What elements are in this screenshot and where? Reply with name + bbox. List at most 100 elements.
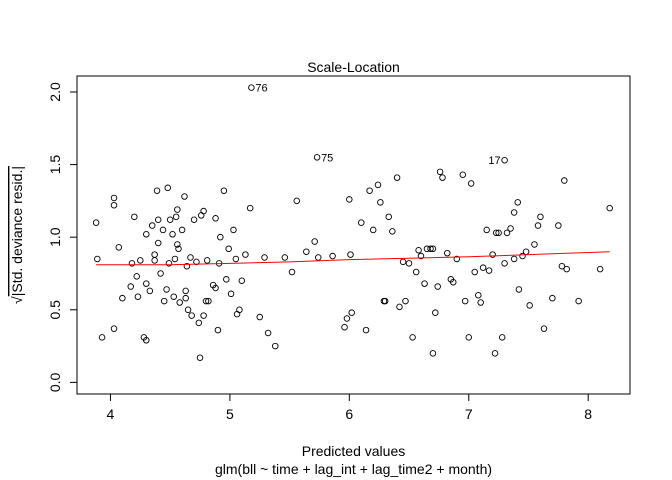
- data-point: [503, 229, 511, 237]
- data-point: [200, 207, 207, 215]
- data-point: [417, 252, 425, 260]
- data-point: [159, 226, 167, 234]
- data-point: [190, 216, 198, 224]
- data-point: [261, 254, 268, 261]
- data-point: [232, 255, 240, 263]
- y-tick-label: 0.5: [47, 300, 63, 320]
- data-point: [485, 267, 493, 274]
- data-point: [415, 246, 422, 254]
- data-point: [143, 337, 150, 344]
- data-point: [471, 268, 478, 276]
- data-point: [110, 194, 118, 202]
- data-point: [193, 258, 200, 266]
- data-point: [537, 213, 544, 221]
- data-point: [175, 245, 182, 253]
- data-point: [110, 201, 118, 209]
- plot-frame: [76, 75, 631, 395]
- data-point: [92, 219, 100, 226]
- y-axis-label: √|Std. deviance resid.|: [9, 166, 25, 304]
- data-point: [178, 226, 186, 234]
- data-point: [492, 229, 500, 237]
- data-point: [555, 222, 562, 229]
- data-point: [459, 171, 467, 178]
- data-point: [343, 315, 351, 322]
- data-point: [230, 226, 237, 234]
- data-point: [143, 231, 150, 238]
- data-point: [427, 245, 434, 253]
- data-point: [119, 294, 126, 302]
- data-point: [522, 248, 530, 255]
- data-point: [432, 309, 439, 316]
- data-point: [534, 222, 542, 229]
- data-point: [163, 286, 170, 293]
- data-point: [212, 284, 219, 292]
- data-point: [561, 177, 568, 184]
- data-point: [483, 226, 490, 234]
- data-point: [151, 251, 158, 258]
- smooth-line: [96, 251, 610, 266]
- data-point: [510, 255, 518, 263]
- data-point: [467, 180, 475, 187]
- x-tick-label: 5: [226, 406, 234, 422]
- data-point: [134, 293, 142, 300]
- data-point: [143, 280, 150, 287]
- data-point: [148, 222, 156, 229]
- data-point: [366, 187, 373, 194]
- x-axis-label: Predicted values: [302, 443, 406, 459]
- chart-title: Scale-Location: [307, 59, 400, 75]
- data-point: [514, 199, 521, 206]
- data-point: [374, 181, 382, 189]
- data-point: [196, 354, 204, 361]
- data-point: [246, 204, 254, 212]
- data-point: [170, 293, 177, 300]
- data-point: [182, 287, 189, 295]
- data-point: [303, 248, 310, 255]
- data-point: [137, 257, 144, 264]
- data-point: [203, 257, 211, 264]
- data-point: [526, 302, 533, 309]
- y-tick-label: 2.0: [47, 82, 63, 102]
- data-point: [169, 231, 176, 238]
- data-point: [436, 168, 444, 176]
- data-point: [465, 334, 473, 341]
- data-point: [477, 299, 484, 306]
- data-point: [187, 254, 194, 261]
- data-point: [157, 270, 164, 277]
- y-axis: 0.0 0.5 1.0 1.5 2.0: [47, 82, 77, 392]
- data-point: [133, 273, 140, 280]
- data-point: [429, 350, 437, 357]
- data-point: [174, 206, 181, 213]
- x-tick-label: 8: [584, 406, 592, 422]
- point-label: 17: [488, 155, 500, 167]
- data-point: [596, 265, 604, 273]
- data-point: [347, 251, 354, 258]
- data-point: [519, 252, 526, 260]
- data-point: [563, 265, 570, 273]
- data-point: [164, 184, 172, 192]
- data-point: [409, 334, 416, 341]
- data-point: [475, 292, 482, 299]
- data-point: [214, 326, 222, 334]
- data-point: [412, 268, 420, 276]
- data-point: [293, 197, 301, 205]
- data-point: [146, 287, 154, 295]
- data-point: [188, 312, 195, 319]
- data-point: [444, 249, 451, 257]
- data-point: [200, 312, 207, 319]
- point-labels: 76 75 17: [255, 83, 500, 168]
- data-point: [281, 254, 289, 261]
- data-point: [183, 262, 191, 270]
- data-point: [315, 254, 322, 261]
- data-point: [165, 260, 173, 267]
- data-point: [248, 84, 255, 91]
- data-point: [131, 213, 138, 221]
- data-point: [182, 294, 189, 302]
- data-point: [341, 323, 348, 331]
- data-point: [434, 283, 441, 290]
- data-point: [461, 297, 469, 305]
- data-point: [172, 213, 180, 221]
- y-tick-label: 1.5: [47, 155, 63, 175]
- data-point: [160, 297, 168, 305]
- data-point: [479, 264, 487, 271]
- data-point: [166, 216, 174, 224]
